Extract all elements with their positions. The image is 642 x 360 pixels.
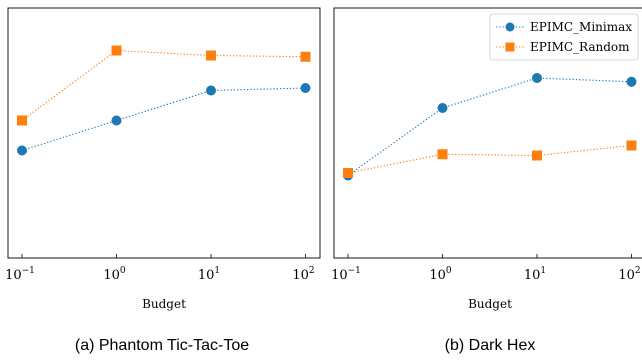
data-point xyxy=(626,76,637,87)
data-point xyxy=(626,140,637,151)
figure-caption: (b) Dark Hex xyxy=(445,337,536,354)
legend-marker xyxy=(505,42,515,52)
series-line xyxy=(347,144,632,174)
data-point xyxy=(532,73,542,83)
data-point xyxy=(300,83,311,93)
x-tick-label: 102 xyxy=(618,266,640,283)
series-line xyxy=(21,49,306,121)
x-tick-label: 10−1 xyxy=(331,266,361,283)
data-point xyxy=(437,149,448,160)
data-point xyxy=(437,103,448,113)
x-tick-label: 102 xyxy=(292,266,314,283)
series-EPIMC_Minimax xyxy=(343,73,637,181)
figure-caption: (a) Phantom Tic-Tac-Toe xyxy=(75,337,249,354)
x-axis-label: Budget xyxy=(468,297,512,311)
data-point xyxy=(17,115,27,126)
data-point xyxy=(206,50,216,61)
series-EPIMC_Minimax xyxy=(17,83,311,156)
data-point xyxy=(300,51,311,62)
data-point xyxy=(343,168,353,178)
legend-label: EPIMC_Random xyxy=(530,40,630,54)
series-EPIMC_Random xyxy=(343,140,637,178)
series-EPIMC_Random xyxy=(17,45,311,126)
series-line xyxy=(21,87,306,152)
data-point xyxy=(532,150,542,161)
data-point xyxy=(206,85,216,96)
x-axis-label: Budget xyxy=(142,297,186,311)
x-tick-label: 10−1 xyxy=(5,266,35,283)
legend: EPIMC_Minimax EPIMC_Random xyxy=(489,13,639,61)
data-point xyxy=(111,115,122,126)
plot-frame xyxy=(7,7,321,259)
x-tick-label: 101 xyxy=(524,266,546,283)
series-line xyxy=(347,77,632,176)
chart-panel-1: 10−1 100 101 102 Budget (a) Phantom Tic-Tac-T… xyxy=(5,7,321,354)
legend-box xyxy=(489,13,639,61)
legend-label: EPIMC_Minimax xyxy=(530,20,632,34)
data-point xyxy=(111,45,122,56)
legend-marker xyxy=(505,22,515,32)
data-point xyxy=(17,145,27,156)
plot-frame xyxy=(333,7,642,259)
x-tick-label: 100 xyxy=(103,266,126,283)
x-tick-label: 101 xyxy=(198,266,220,283)
x-tick-label: 100 xyxy=(429,266,452,283)
chart-panel-2: 10−1 100 101 102 Budget EPIMC_Minimax EPIMC_Ra… xyxy=(331,7,642,354)
